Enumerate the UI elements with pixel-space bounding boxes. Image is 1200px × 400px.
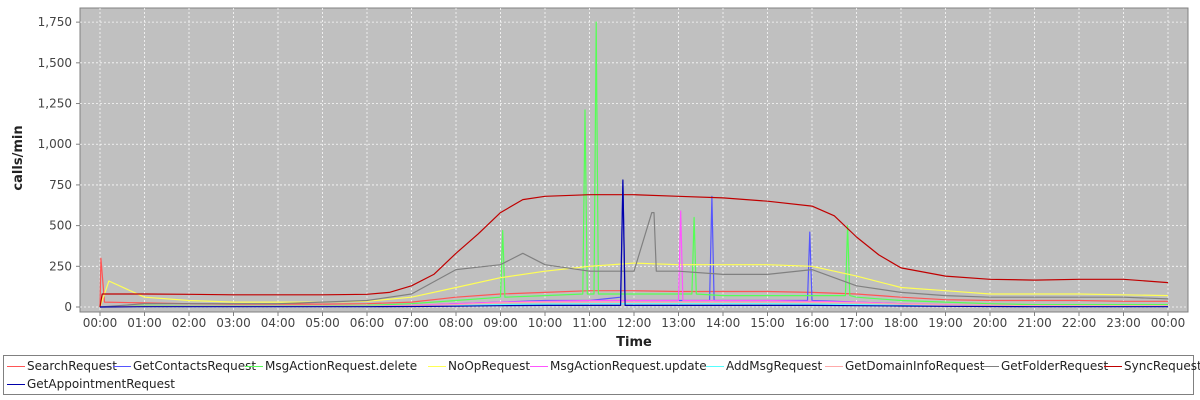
x-tick-label: 04:00 [261, 316, 296, 330]
x-tick-label: 11:00 [572, 316, 607, 330]
legend-label: GetDomainInfoRequest [845, 359, 985, 373]
x-tick-label: 08:00 [439, 316, 474, 330]
legend-label: GetContactsRequest [133, 359, 257, 373]
x-tick-label: 06:00 [350, 316, 385, 330]
legend-item: NoOpRequest [427, 357, 530, 375]
y-tick-label: 750 [49, 178, 72, 192]
x-tick-label: 14:00 [706, 316, 741, 330]
legend-label: SearchRequest [27, 359, 117, 373]
x-axis-ticks: 00:00 01:00 02:00 03:00 04:00 05:00 06:00 07:00… [83, 312, 1186, 330]
x-tick-label: 10:00 [528, 316, 563, 330]
legend-item: MsgActionRequest.update [529, 357, 707, 375]
legend-label: GetAppointmentRequest [27, 377, 175, 391]
legend-swatch [530, 366, 548, 367]
y-tick-label: 1,000 [38, 137, 72, 151]
legend-swatch [7, 384, 25, 385]
x-tick-label: 18:00 [884, 316, 919, 330]
x-tick-label: 16:00 [795, 316, 830, 330]
x-tick-label: 09:00 [483, 316, 518, 330]
legend-swatch [7, 366, 25, 367]
y-tick-label: 1,500 [38, 56, 72, 70]
x-tick-label: 19:00 [928, 316, 963, 330]
legend-item: AddMsgRequest [705, 357, 822, 375]
legend-swatch [113, 366, 131, 367]
series-line-getappointmentrequest [99, 179, 1168, 308]
series-line-syncrequest [99, 194, 1169, 308]
legend-swatch [428, 366, 446, 367]
legend-item: MsgActionRequest.delete [244, 357, 417, 375]
x-tick-label: 17:00 [839, 316, 874, 330]
series-layer [99, 21, 1169, 308]
y-tick-label: 1,250 [38, 97, 72, 111]
x-tick-label: 01:00 [127, 316, 162, 330]
series-line-nooprequest [99, 262, 1169, 308]
y-tick-label: 500 [49, 219, 72, 233]
legend-swatch [245, 366, 263, 367]
legend-label: GetFolderRequest [1001, 359, 1109, 373]
legend-label: MsgActionRequest.update [550, 359, 707, 373]
y-axis-title: calls/min [11, 125, 26, 190]
x-tick-label: 23:00 [1106, 316, 1141, 330]
x-axis-title: Time [616, 335, 652, 350]
x-tick-label: 07:00 [394, 316, 429, 330]
x-tick-label: 20:00 [973, 316, 1008, 330]
legend-swatch [981, 366, 999, 367]
series-line-msgactionrequest-delete [99, 21, 1168, 308]
legend-label: AddMsgRequest [726, 359, 823, 373]
legend-item: SyncRequest [1103, 357, 1200, 375]
x-tick-label: 21:00 [1017, 316, 1052, 330]
x-tick-label: 12:00 [617, 316, 652, 330]
legend-label: NoOpRequest [448, 359, 531, 373]
x-tick-label: 03:00 [216, 316, 251, 330]
legend-item: GetFolderRequest [980, 357, 1108, 375]
x-tick-label: 22:00 [1062, 316, 1097, 330]
legend-label: MsgActionRequest.delete [265, 359, 418, 373]
legend-swatch [1104, 366, 1122, 367]
legend: SearchRequest GetContactsRequest MsgAction… [3, 355, 1200, 395]
x-tick-label: 13:00 [661, 316, 696, 330]
legend-swatch [706, 366, 724, 367]
x-tick-label: 15:00 [750, 316, 785, 330]
x-tick-label: 00:00 [1151, 316, 1186, 330]
x-tick-label: 05:00 [305, 316, 340, 330]
legend-item: GetDomainInfoRequest [824, 357, 984, 375]
y-tick-label: 0 [64, 300, 72, 314]
legend-item: GetAppointmentRequest [6, 375, 175, 393]
legend-item: GetContactsRequest [112, 357, 256, 375]
x-tick-label: 00:00 [83, 316, 118, 330]
x-tick-label: 02:00 [172, 316, 207, 330]
y-tick-label: 250 [49, 259, 72, 273]
y-tick-label: 1,750 [38, 15, 72, 29]
legend-item: SearchRequest [6, 357, 117, 375]
y-axis-ticks: 0 250 500 750 1,000 1,250 1,500 1,750 [38, 15, 80, 314]
legend-swatch [825, 366, 843, 367]
series-line-getfolderrequest [99, 212, 1169, 308]
legend-label: SyncRequest [1124, 359, 1200, 373]
